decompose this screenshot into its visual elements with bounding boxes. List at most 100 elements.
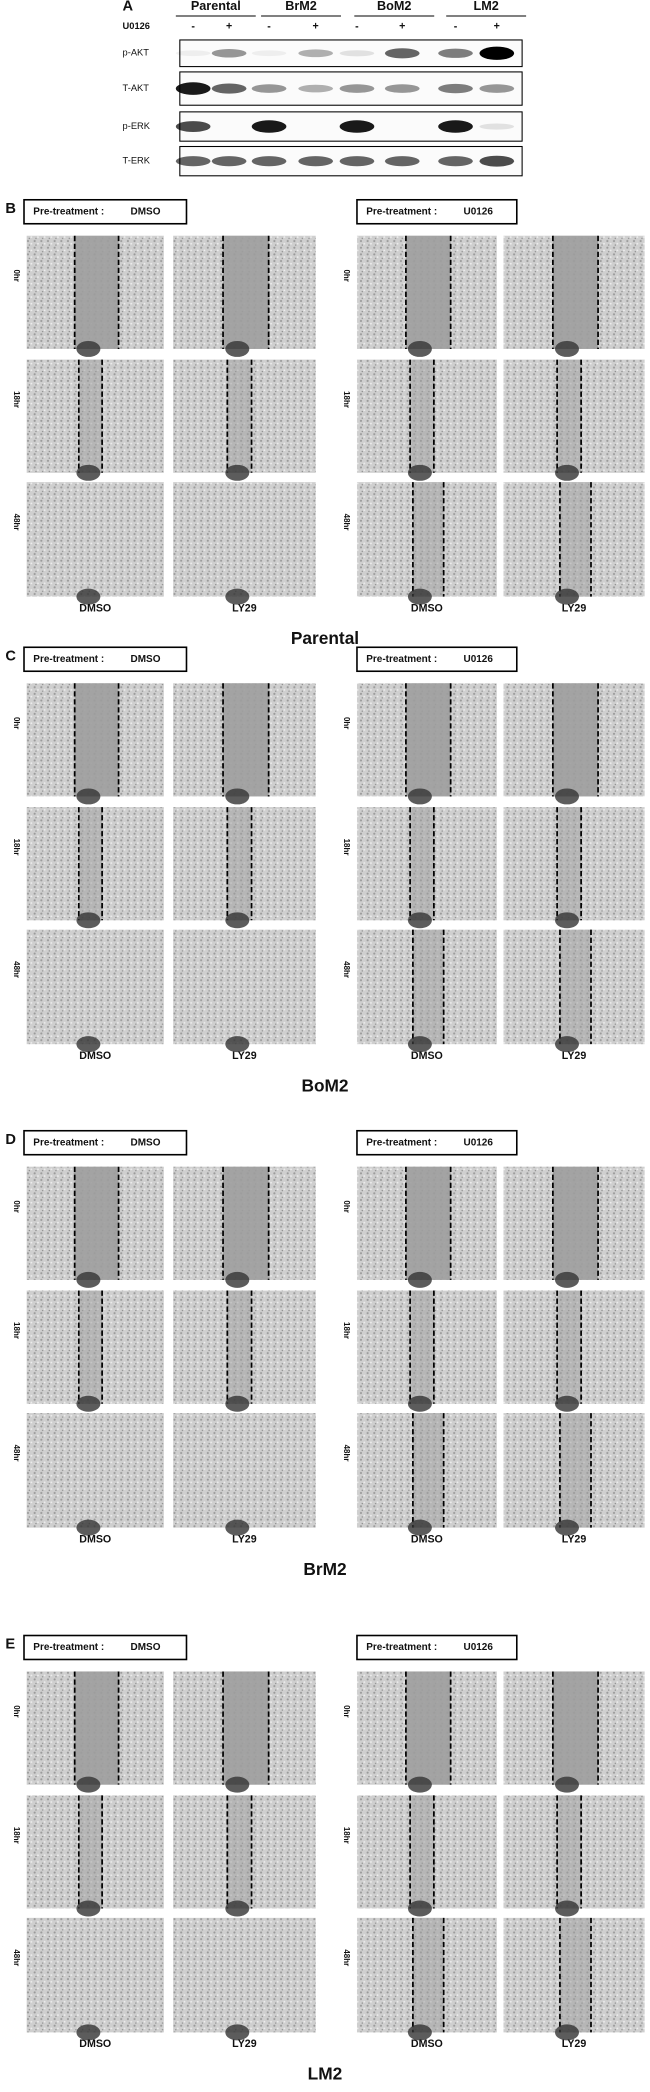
- sign: -: [454, 20, 458, 32]
- blot-band: [384, 48, 420, 59]
- pipette-shadow: [76, 1519, 101, 1536]
- column-label: DMSO: [411, 1533, 443, 1545]
- blot-band: [438, 48, 473, 58]
- scratch-gap: [405, 1671, 451, 1785]
- pipette-shadow: [407, 1900, 432, 1917]
- cell-line-title: BrM2: [303, 1559, 346, 1579]
- pipette-shadow: [76, 464, 101, 481]
- pipette-shadow: [407, 788, 432, 805]
- blot-band: [479, 46, 515, 60]
- scratch-gap: [227, 807, 252, 921]
- scratch-gap: [78, 1290, 103, 1404]
- pretreatment-box: [23, 1129, 188, 1156]
- blot-band: [175, 82, 211, 95]
- pipette-shadow: [555, 788, 579, 805]
- pretreatment-box: [356, 1129, 518, 1156]
- column-label: DMSO: [79, 1533, 111, 1545]
- pretreatment-drug: DMSO: [131, 206, 161, 217]
- pretreatment-drug: DMSO: [131, 654, 161, 665]
- time-label: 48hr: [12, 1949, 21, 1966]
- pretreatment-box: [356, 646, 518, 673]
- scratch-gap: [78, 359, 103, 473]
- time-label: 48hr: [342, 1949, 351, 1966]
- blot-label: T-ERK: [123, 156, 151, 166]
- pretreatment-drug: U0126: [464, 1137, 494, 1148]
- sign: -: [267, 20, 271, 32]
- pipette-shadow: [555, 1036, 579, 1053]
- blot-band: [251, 156, 287, 167]
- pretreatment-drug: U0126: [464, 206, 494, 217]
- scratch-gap: [405, 683, 451, 797]
- time-label: 18hr: [12, 1322, 21, 1339]
- blot-band: [438, 120, 473, 133]
- pipette-shadow: [76, 588, 101, 605]
- pipette-shadow: [407, 340, 432, 357]
- blot-band: [175, 121, 211, 132]
- sign: +: [494, 20, 500, 32]
- panel-label: E: [5, 1637, 15, 1653]
- pipette-shadow: [225, 1776, 250, 1793]
- pretreatment-label: Pre-treatment :: [366, 1137, 437, 1148]
- column-label: LY29: [232, 2038, 257, 2050]
- column-label: DMSO: [411, 2038, 443, 2050]
- micrograph: [26, 1917, 164, 2033]
- column-label: LY29: [232, 1050, 257, 1062]
- column-label: LY29: [562, 1050, 587, 1062]
- pretreatment-label: Pre-treatment :: [33, 1642, 104, 1653]
- micrograph: [173, 482, 316, 597]
- scratch-gap: [227, 359, 252, 473]
- pretreatment-label: Pre-treatment :: [366, 1642, 437, 1653]
- micrograph: [173, 929, 316, 1045]
- blot-band: [211, 156, 247, 167]
- time-label: 48hr: [342, 1445, 351, 1462]
- time-label: 0hr: [12, 269, 21, 281]
- time-label: 18hr: [342, 839, 351, 856]
- scratch-gap: [412, 929, 444, 1045]
- scratch-gap: [405, 1166, 451, 1280]
- column-label: LY29: [562, 1533, 587, 1545]
- time-label: 18hr: [12, 1827, 21, 1844]
- column-label: DMSO: [411, 1050, 443, 1062]
- pipette-shadow: [555, 1395, 579, 1412]
- column-label: LY29: [562, 602, 587, 614]
- micrograph: [26, 929, 164, 1045]
- scratch-gap: [74, 235, 119, 349]
- pipette-shadow: [76, 1395, 101, 1412]
- blot-band: [438, 83, 473, 94]
- pipette-shadow: [76, 2024, 101, 2041]
- pretreatment-box: [356, 198, 518, 225]
- panel-label: A: [123, 0, 134, 15]
- pipette-shadow: [76, 912, 101, 929]
- pipette-shadow: [76, 1271, 101, 1288]
- pipette-shadow: [407, 588, 432, 605]
- pipette-shadow: [555, 588, 579, 605]
- blot-band: [175, 50, 211, 57]
- blot-band: [479, 123, 515, 130]
- scratch-gap: [78, 1795, 103, 1909]
- blot-band: [339, 50, 375, 57]
- group-label: BoM2: [377, 0, 411, 13]
- group-label: BrM2: [285, 0, 317, 13]
- pipette-shadow: [225, 1271, 250, 1288]
- time-label: 48hr: [12, 1445, 21, 1462]
- pipette-shadow: [555, 340, 579, 357]
- time-label: 0hr: [342, 717, 351, 729]
- treatment-label: U0126: [123, 21, 150, 31]
- scratch-gap: [552, 683, 599, 797]
- pretreatment-box: [356, 1634, 518, 1661]
- pretreatment-drug: DMSO: [131, 1137, 161, 1148]
- time-label: 0hr: [342, 1705, 351, 1717]
- sign: +: [226, 20, 232, 32]
- pretreatment-label: Pre-treatment :: [366, 654, 437, 665]
- column-label: DMSO: [411, 602, 443, 614]
- pretreatment-box: [23, 1634, 188, 1661]
- scratch-gap: [74, 1166, 119, 1280]
- scratch-gap: [412, 1917, 444, 2033]
- blot-band: [251, 120, 287, 133]
- pretreatment-label: Pre-treatment :: [33, 1137, 104, 1148]
- sign: +: [399, 20, 405, 32]
- blot-band: [211, 49, 247, 58]
- blot-band: [251, 84, 287, 93]
- time-label: 0hr: [12, 1705, 21, 1717]
